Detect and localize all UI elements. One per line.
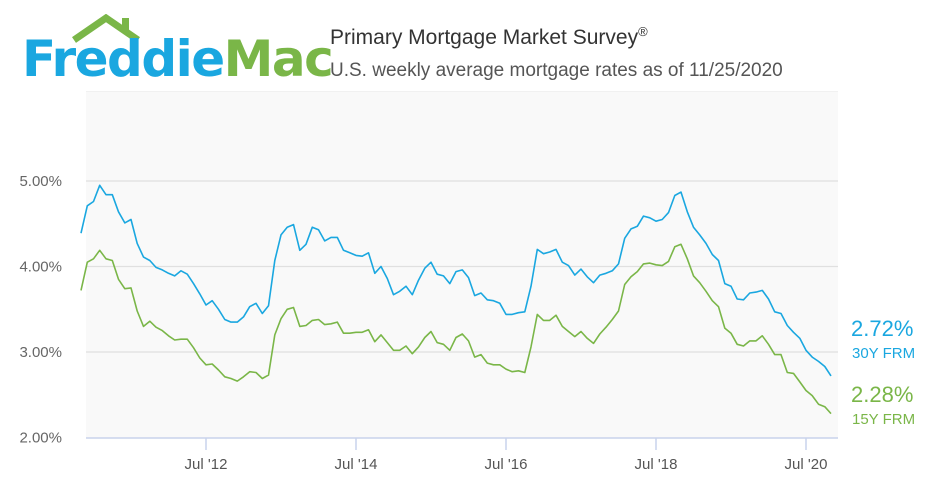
freddie-mac-logo: FreddieMac xyxy=(22,14,334,84)
logo-wordmark: FreddieMac xyxy=(22,34,334,84)
x-tick-label: Jul '18 xyxy=(635,456,678,473)
end-value-label: 2.28% xyxy=(851,382,913,407)
logo-freddie: Freddie xyxy=(22,30,225,88)
logo-mac: Mac xyxy=(223,30,334,88)
x-tick-label: Jul '16 xyxy=(485,456,528,473)
x-tick-label: Jul '14 xyxy=(335,456,378,473)
chart-title: Primary Mortgage Market Survey® xyxy=(330,24,648,50)
house-roof-icon xyxy=(72,14,140,43)
series-line-30y-frm xyxy=(80,184,832,377)
y-tick-label: 4.00% xyxy=(19,259,62,276)
chart-subtitle: U.S. weekly average mortgage rates as of… xyxy=(330,60,783,81)
x-tick-label: Jul '20 xyxy=(785,456,828,473)
registered-mark: ® xyxy=(638,24,648,39)
chart-title-text: Primary Mortgage Market Survey xyxy=(330,26,639,49)
series-name-label: 30Y FRM xyxy=(852,345,915,362)
x-tick-label: Jul '12 xyxy=(185,456,228,473)
plot-area xyxy=(86,92,838,438)
y-tick-label: 2.00% xyxy=(19,430,62,447)
y-tick-label: 3.00% xyxy=(19,344,62,361)
y-tick-label: 5.00% xyxy=(19,173,62,190)
end-value-label: 2.72% xyxy=(851,316,913,341)
series-name-label: 15Y FRM xyxy=(852,411,915,428)
